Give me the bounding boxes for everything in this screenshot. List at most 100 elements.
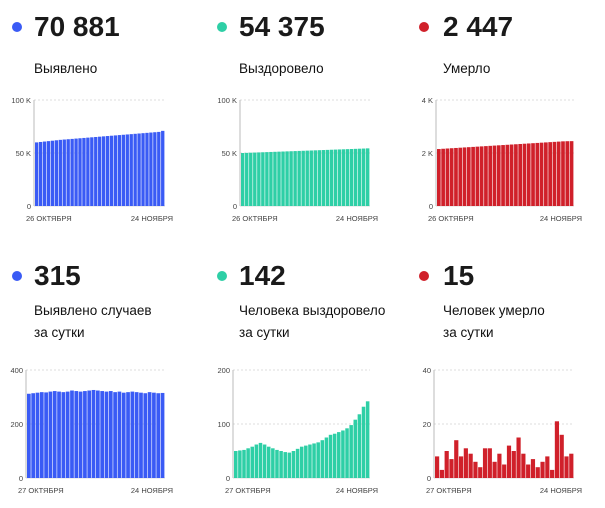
bar [145,132,149,206]
bar [316,442,320,478]
bar [125,134,129,206]
bar [345,149,350,206]
recovered-total-chart: 0 50 K 100 K 26 ОКТЯБРЯ 24 НОЯБРЯ [217,96,378,223]
bar [552,141,557,206]
bar [117,135,122,206]
bar [540,461,545,478]
bar [357,414,362,478]
bar [285,151,289,206]
bar [328,434,333,478]
bar [361,148,366,206]
bar [262,444,267,478]
bar [46,141,51,206]
bar [265,152,269,206]
bar [564,456,569,478]
bar [320,440,325,478]
y-tick-label: 0 [429,202,433,211]
bar [109,135,114,206]
bar [245,152,249,206]
bar [271,448,275,478]
bar [550,469,555,478]
bar [74,138,78,206]
panel-deaths-total: 2 447 Умерло 0 2 K 4 K 26 ОКТЯБРЯ 24 НОЯБРЯ [405,0,605,250]
detected-daily-label-line-1: Выявлено случаев [34,303,152,318]
bar [38,141,43,206]
bar [94,136,98,206]
recovered-daily-dot-icon [217,271,227,281]
bar [445,148,450,206]
bar [496,145,501,206]
deaths-total-dot-icon [419,22,429,32]
bar [475,146,480,206]
bar [269,151,273,206]
bar [454,440,459,478]
detected-total-chart: 0 50 K 100 K 26 ОКТЯБРЯ 24 НОЯБРЯ [11,96,173,223]
deaths-daily-dot-icon [419,271,429,281]
x-start-label: 27 ОКТЯБРЯ [18,486,64,495]
y-tick-label: 0 [233,202,237,211]
bar [261,152,265,206]
bar [535,467,540,478]
detected-daily-chart: 0 200 400 27 ОКТЯБРЯ 24 НОЯБРЯ [10,366,173,495]
bar [526,464,531,478]
bar [511,451,516,478]
bar [501,145,505,206]
bar [82,137,86,206]
bar [505,144,510,206]
bar [554,421,560,478]
bar [312,443,316,478]
bar [234,451,238,478]
bar [57,391,61,478]
bar [548,142,552,206]
bar [108,391,113,478]
x-start-label: 26 ОКТЯБРЯ [232,214,278,223]
bar [349,425,353,478]
detected-total-dot-icon [12,22,22,32]
bar [361,406,366,478]
y-tick-label: 200 [217,366,230,375]
bar [113,392,117,478]
bar [317,150,322,206]
bar [526,143,531,206]
bar [478,467,483,478]
y-tick-label: 40 [423,366,431,375]
bar [153,132,157,206]
x-start-label: 26 ОКТЯБРЯ [428,214,474,223]
y-tick-label: 20 [423,420,431,429]
bar [61,392,66,478]
bar [113,135,118,206]
bar [100,391,105,478]
bar [87,390,92,478]
deaths-daily-number: 15 [443,260,475,291]
bar [273,151,277,206]
y-tick-label: 4 K [422,96,433,105]
x-end-label: 24 НОЯБРЯ [131,486,173,495]
bar [250,446,255,478]
bar [458,456,464,478]
bar [466,147,471,206]
bar [133,133,137,206]
bar [291,451,296,478]
bar [258,442,263,478]
bar [454,147,458,206]
deaths-daily-label-line-1: Человек умерло [443,303,545,318]
bar [254,444,259,478]
bar [139,392,143,478]
bar [304,445,308,478]
bar [488,145,493,206]
bar [129,134,133,206]
detected-daily-number: 315 [34,260,81,291]
bar [281,151,285,206]
bar [246,448,250,478]
bar [279,451,283,478]
bar [156,393,161,478]
bar [345,428,349,478]
recovered-daily-chart: 0 100 200 27 ОКТЯБРЯ 24 НОЯБРЯ [217,366,378,495]
bar [287,452,292,478]
bar [439,469,444,478]
bar [497,453,502,478]
deaths-daily-label-line-2: за сутки [443,325,494,340]
bar [249,152,253,206]
bar [492,461,497,478]
bar [559,434,564,478]
